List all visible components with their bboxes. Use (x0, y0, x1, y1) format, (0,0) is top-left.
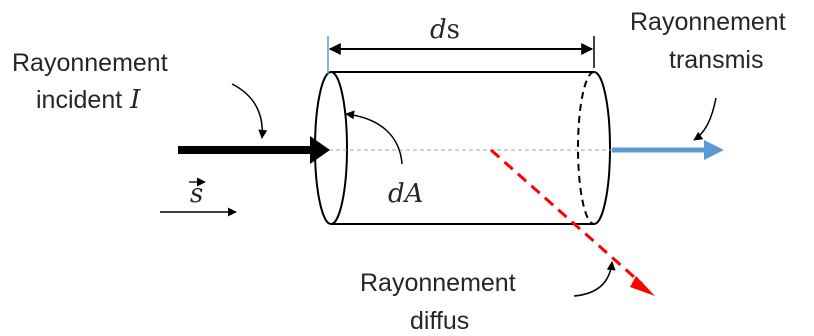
incident-label-line2: incident I (36, 85, 141, 115)
incident-symbol: I (129, 85, 141, 115)
direction-vector-symbol: s (190, 179, 203, 209)
transmitted-label-line1: Rayonnement (630, 8, 786, 36)
cylinder-body (331, 71, 611, 225)
cylinder-back-face (577, 71, 595, 225)
diffuse-pointer (573, 261, 616, 297)
incident-ray-arrowhead (310, 136, 330, 164)
transmitted-label-line2: transmis (669, 46, 763, 74)
diffuse-ray-arrow (490, 148, 643, 286)
incident-pointer (231, 83, 268, 139)
area-pointer (345, 110, 403, 165)
cylinder (314, 71, 611, 225)
incident-label-line1: Rayonnement (12, 49, 168, 77)
diffuse-label-line2: diffus (410, 307, 469, 335)
diffuse-label-line1: Rayonnement (360, 269, 516, 297)
dimension-ds: ds (327, 15, 595, 74)
incident-label-word: incident (36, 86, 122, 114)
diffuse-ray-arrowhead (630, 276, 655, 296)
dimension-label-ds: ds (430, 15, 460, 45)
transmitted-pointer (693, 97, 717, 141)
transmitted-ray-arrowhead (704, 140, 724, 160)
direction-vector: s (160, 177, 237, 217)
area-label: dA (388, 179, 423, 209)
dimension-d: d (430, 15, 447, 45)
dimension-s: s (447, 15, 460, 45)
